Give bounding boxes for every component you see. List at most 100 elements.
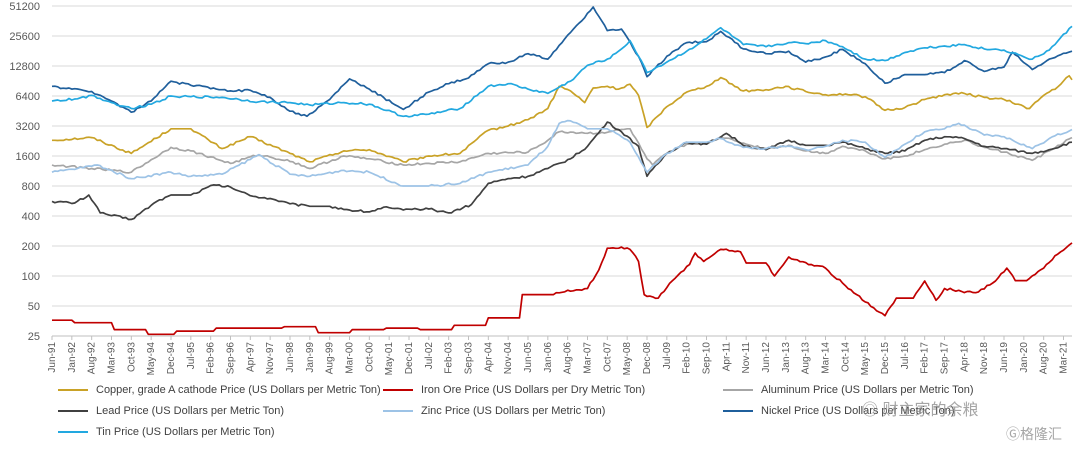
legend-item-lead: Lead Price (US Dollars per Metric Ton) <box>58 405 284 417</box>
x-tick-label: Jan-06 <box>543 342 554 373</box>
x-tick-label: Dec-08 <box>642 342 653 375</box>
x-tick-label: Mar-00 <box>345 342 356 374</box>
y-tick-label: 12800 <box>9 61 40 73</box>
x-tick-label: Jan-13 <box>781 342 792 373</box>
x-tick-label: Mar-93 <box>107 342 118 374</box>
x-tick-label: Oct-93 <box>126 342 137 372</box>
x-tick-label: Dec-15 <box>880 342 891 375</box>
x-tick-label: Feb-10 <box>682 342 693 374</box>
series-line-6 <box>51 25 1073 118</box>
x-tick-label: Sep-03 <box>464 342 475 375</box>
y-tick-label: 400 <box>22 211 40 223</box>
x-tick-label: Aug-06 <box>563 342 574 375</box>
legend-swatch-iron-ore <box>383 389 413 391</box>
legend-swatch-zinc <box>383 410 413 412</box>
x-tick-label: May-08 <box>622 342 633 376</box>
x-tick-label: Aug-13 <box>801 342 812 375</box>
x-tick-label: Nov-04 <box>503 342 514 375</box>
x-tick-label: Apr-18 <box>959 342 970 372</box>
legend-swatch-lead <box>58 410 88 412</box>
x-tick-label: Mar-21 <box>1059 342 1070 374</box>
series-line-1 <box>52 242 1073 336</box>
x-tick-label: May-94 <box>146 342 157 376</box>
x-tick-label: Oct-07 <box>602 342 613 372</box>
legend-item-aluminum: Aluminum Price (US Dollars per Metric To… <box>723 384 974 396</box>
x-tick-label: Jun-05 <box>523 342 534 373</box>
x-tick-label: May-15 <box>860 342 871 376</box>
x-tick-label: Oct-00 <box>364 342 375 372</box>
legend-swatch-aluminum <box>723 389 753 391</box>
x-axis: Jun-91 Jan-92 Aug-92 Mar-93 Oct-93 May-94 Dec-… <box>47 335 1072 376</box>
wechat-icon: ◎ <box>862 402 883 419</box>
y-axis-ticks: 25 50 100 200 400 800 1600 3200 6400 12800 25600 51… <box>9 1 40 343</box>
legend-swatch-nickel <box>723 410 753 412</box>
y-tick-label: 25 <box>28 331 40 343</box>
legend-item-copper: Copper, grade A cathode Price (US Dollar… <box>58 384 381 396</box>
legend-swatch-copper <box>58 389 88 391</box>
series-line-4 <box>51 119 1073 187</box>
legend-label-tin: Tin Price (US Dollars per Metric Ton) <box>96 426 275 438</box>
x-tick-label: Jan-99 <box>305 342 316 373</box>
x-tick-label: Nov-97 <box>265 342 276 375</box>
x-tick-label: Feb-17 <box>920 342 931 374</box>
y-tick-label: 1600 <box>16 151 40 163</box>
x-tick-label: Nov-11 <box>741 342 752 374</box>
x-tick-label: Oct-14 <box>840 342 851 372</box>
legend-swatch-tin <box>58 431 88 433</box>
series-line-0 <box>52 74 1073 163</box>
x-tick-label: Jun-19 <box>999 342 1010 373</box>
x-tick-label: Sep-17 <box>940 342 951 375</box>
legend-item-iron-ore: Iron Ore Price (US Dollars per Dry Metri… <box>383 384 645 396</box>
legend-label-aluminum: Aluminum Price (US Dollars per Metric To… <box>761 384 974 396</box>
x-tick-label: Feb-03 <box>444 342 455 374</box>
x-tick-label: May-01 <box>384 342 395 376</box>
x-tick-label: Jan-20 <box>1019 342 1030 373</box>
watermark-site: Ⓖ格隆汇 <box>1006 424 1062 444</box>
gridlines <box>52 5 1072 337</box>
legend-item-nickel: Nickel Price (US Dollars per Metric Ton) <box>723 405 955 417</box>
watermark-wechat: ◎ 财主家的余粮 <box>862 396 978 420</box>
x-tick-label: Dec-01 <box>404 342 415 375</box>
y-tick-label: 51200 <box>9 1 40 13</box>
x-tick-label: Jul-02 <box>424 342 435 370</box>
y-tick-label: 6400 <box>16 91 40 103</box>
x-tick-label: Aug-99 <box>325 342 336 375</box>
x-tick-label: Jul-95 <box>186 342 197 370</box>
series-line-2 <box>51 127 1073 174</box>
x-tick-label: Jan-92 <box>67 342 78 373</box>
watermark-wechat-text: 财主家的余粮 <box>882 402 979 419</box>
x-tick-label: Apr-97 <box>245 342 256 372</box>
legend-label-nickel: Nickel Price (US Dollars per Metric Ton) <box>761 405 955 417</box>
x-tick-label: Mar-07 <box>583 342 594 374</box>
series-layer <box>51 6 1073 336</box>
legend-label-iron-ore: Iron Ore Price (US Dollars per Dry Metri… <box>421 384 646 396</box>
site-logo-icon: Ⓖ <box>1006 426 1020 442</box>
series-line-3 <box>51 121 1073 221</box>
y-tick-label: 200 <box>22 241 40 253</box>
x-tick-label: Jun-12 <box>761 342 772 373</box>
legend-item-zinc: Zinc Price (US Dollars per Metric Ton) <box>383 405 605 417</box>
y-tick-label: 3200 <box>16 121 40 133</box>
series-line-5 <box>51 6 1073 118</box>
x-tick-label: Mar-14 <box>821 342 832 374</box>
x-tick-label: Apr-11 <box>721 342 732 372</box>
x-tick-label: Sep-10 <box>702 342 713 375</box>
x-tick-label: Aug-92 <box>87 342 98 375</box>
x-tick-label: Jun-91 <box>47 342 58 373</box>
x-tick-label: Aug-20 <box>1039 342 1050 375</box>
x-tick-label: Dec-94 <box>166 342 177 375</box>
legend-label-lead: Lead Price (US Dollars per Metric Ton) <box>96 405 285 417</box>
legend-label-zinc: Zinc Price (US Dollars per Metric Ton) <box>421 405 606 417</box>
y-tick-label: 800 <box>22 181 40 193</box>
chart-legend: Copper, grade A cathode Price (US Dollar… <box>58 384 1068 444</box>
legend-label-copper: Copper, grade A cathode Price (US Dollar… <box>96 384 381 396</box>
y-tick-label: 25600 <box>9 31 40 43</box>
watermark-site-text: 格隆汇 <box>1020 426 1062 442</box>
x-tick-label: Jun-98 <box>285 342 296 373</box>
x-tick-label: Sep-96 <box>226 342 237 375</box>
y-tick-label: 100 <box>22 271 40 283</box>
x-tick-label: Jul-09 <box>662 342 673 370</box>
legend-item-tin: Tin Price (US Dollars per Metric Ton) <box>58 426 275 438</box>
x-tick-label: Feb-96 <box>206 342 217 374</box>
